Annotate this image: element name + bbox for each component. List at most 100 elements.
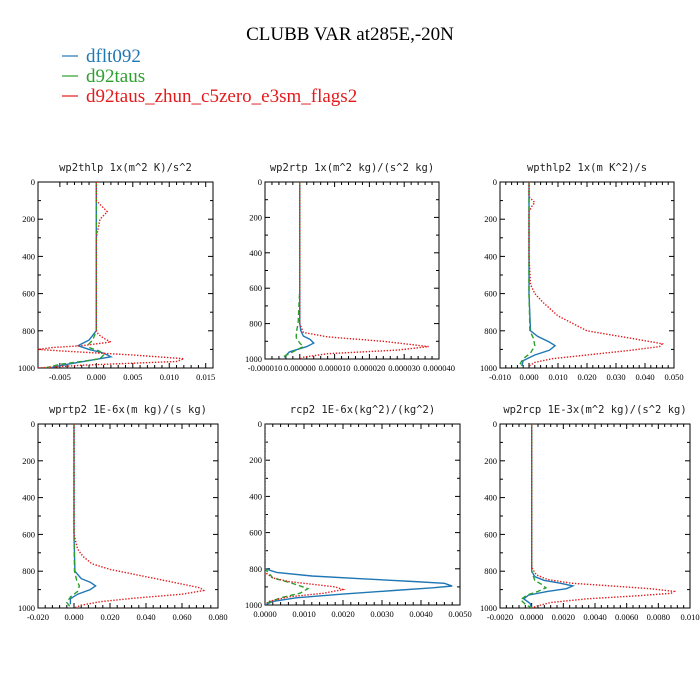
x-tick-label: 0.0020 [331, 609, 354, 619]
x-tick-label: 0.0060 [615, 612, 638, 622]
x-tick-label: 0.0040 [409, 609, 432, 619]
panel-6: wp2rcp 1E-3x(m^2 kg)/(s^2 kg) 0 200 400 600 8… [480, 404, 700, 622]
y-tick-label: 600 [249, 283, 262, 293]
y-tick-label: 0 [258, 419, 262, 429]
x-tick-label: -0.020 [27, 612, 49, 622]
series-line-d92taus [282, 182, 305, 358]
series-line-d92taus [519, 424, 548, 608]
x-tick-label: 0.0010 [292, 609, 315, 619]
series-line-d92taus_zhun_c5zero_e3sm_flags2 [73, 424, 206, 608]
x-tick-label: 0.080 [208, 612, 227, 622]
x-tick-label: 0.000040 [423, 363, 455, 373]
figure-title: CLUBB VAR at285E,-20N [246, 24, 454, 45]
panel-title: rcp2 1E-6x(kg^2)/(kg^2) [290, 404, 435, 416]
panel-title: wprtp2 1E-6x(m kg)/(s kg) [49, 404, 207, 416]
y-tick-label: 800 [484, 566, 497, 576]
panel-5: rcp2 1E-6x(kg^2)/(kg^2) 0 200 400 600 800 1000… [245, 404, 472, 619]
x-tick-label: 0.0020 [552, 612, 575, 622]
x-tick-label: 0.000020 [353, 363, 385, 373]
x-tick-label: 0.000000 [284, 363, 316, 373]
series-line-d92taus [519, 182, 536, 368]
plot-frame [499, 181, 675, 369]
x-tick-label: -0.0020 [487, 612, 513, 622]
y-tick-label: 400 [22, 493, 35, 503]
y-tick-label: 400 [249, 491, 262, 501]
series-line-d92taus_zhun_c5zero_e3sm_flags2 [531, 424, 677, 608]
x-tick-label: 0.000030 [388, 363, 420, 373]
y-tick-label: 200 [249, 455, 262, 465]
y-tick-label: 0 [31, 177, 35, 187]
y-tick-label: 800 [249, 564, 262, 574]
series-line-d92taus [265, 424, 310, 605]
plot-frame [264, 423, 461, 606]
x-tick-label: 0.0000 [253, 609, 276, 619]
x-tick-label: 0.010 [548, 372, 567, 382]
y-tick-label: 600 [484, 529, 497, 539]
legend: dflt092d92tausd92taus_zhun_c5zero_e3sm_f… [62, 46, 357, 107]
x-tick-label: 0.010 [680, 612, 699, 622]
y-tick-label: 0 [258, 177, 262, 187]
y-tick-label: 800 [22, 326, 35, 336]
legend-label: dflt092 [86, 46, 141, 67]
y-tick-label: 0 [493, 419, 497, 429]
x-tick-label: 0.005 [123, 372, 142, 382]
panel-2: wp2rtp 1x(m^2 kg)/(s^2 kg) 0 200 400 600 800 1… [245, 162, 455, 373]
y-tick-label: 400 [484, 493, 497, 503]
plot-frame [37, 181, 214, 369]
series-line-d92taus_zhun_c5zero_e3sm_flags2 [38, 182, 185, 368]
x-tick-label: -0.005 [49, 372, 71, 382]
x-tick-label: 0.000010 [319, 363, 351, 373]
x-tick-label: 0.020 [577, 372, 596, 382]
plot-frame [37, 423, 219, 609]
series-line-d92taus [45, 182, 105, 368]
x-tick-label: 0.000 [64, 612, 83, 622]
x-tick-label: 0.0050 [448, 609, 471, 619]
y-tick-label: 400 [484, 251, 497, 261]
panel-title: wp2rcp 1E-3x(m^2 kg)/(s^2 kg) [503, 404, 686, 416]
y-tick-label: 1000 [18, 603, 35, 613]
legend-label: d92taus_zhun_c5zero_e3sm_flags2 [86, 86, 357, 107]
series-line-d92taus_zhun_c5zero_e3sm_flags2 [528, 182, 664, 367]
x-tick-label: 0.015 [196, 372, 215, 382]
x-tick-label: 0.040 [136, 612, 155, 622]
y-tick-label: 1000 [480, 363, 497, 373]
y-tick-label: 800 [249, 319, 262, 329]
y-tick-label: 200 [22, 456, 35, 466]
x-tick-label: 0.050 [664, 372, 683, 382]
y-tick-label: 600 [22, 529, 35, 539]
series-line-d92taus [65, 424, 81, 608]
panel-3: wpthlp2 1x(m K^2)/s 0 200 400 600 800 1000-0.0… [480, 162, 684, 382]
x-tick-label: 0.0030 [370, 609, 393, 619]
x-tick-label: -0.000010 [248, 363, 283, 373]
y-tick-label: 800 [22, 566, 35, 576]
panel-4: wprtp2 1E-6x(m kg)/(s kg) 0 200 400 600 800 10… [18, 404, 228, 622]
y-tick-label: 1000 [245, 354, 262, 364]
x-tick-label: 0.010 [160, 372, 179, 382]
y-tick-label: 200 [484, 214, 497, 224]
y-tick-label: 200 [484, 456, 497, 466]
x-tick-label: 0.0000 [520, 612, 543, 622]
y-tick-label: 400 [249, 248, 262, 258]
x-tick-label: 0.0040 [583, 612, 606, 622]
series-line-dflt092 [521, 182, 557, 367]
x-tick-label: 0.000 [87, 372, 106, 382]
series-line-dflt092 [283, 182, 315, 358]
y-tick-label: 600 [249, 528, 262, 538]
x-tick-label: 0.020 [100, 612, 119, 622]
y-tick-label: 200 [22, 214, 35, 224]
series-line-d92taus_zhun_c5zero_e3sm_flags2 [299, 182, 429, 359]
y-tick-label: 400 [22, 251, 35, 261]
y-tick-label: 600 [484, 289, 497, 299]
y-tick-label: 200 [249, 212, 262, 222]
x-tick-label: 0.0080 [647, 612, 670, 622]
y-tick-label: 800 [484, 326, 497, 336]
series-line-dflt092 [265, 424, 453, 605]
series-line-d92taus_zhun_c5zero_e3sm_flags2 [265, 424, 346, 605]
x-tick-label: 0.030 [606, 372, 625, 382]
y-tick-label: 0 [493, 177, 497, 187]
x-tick-label: -0.010 [489, 372, 511, 382]
series-line-dflt092 [48, 182, 114, 368]
panel-title: wp2rtp 1x(m^2 kg)/(s^2 kg) [270, 162, 434, 174]
y-tick-label: 0 [31, 419, 35, 429]
